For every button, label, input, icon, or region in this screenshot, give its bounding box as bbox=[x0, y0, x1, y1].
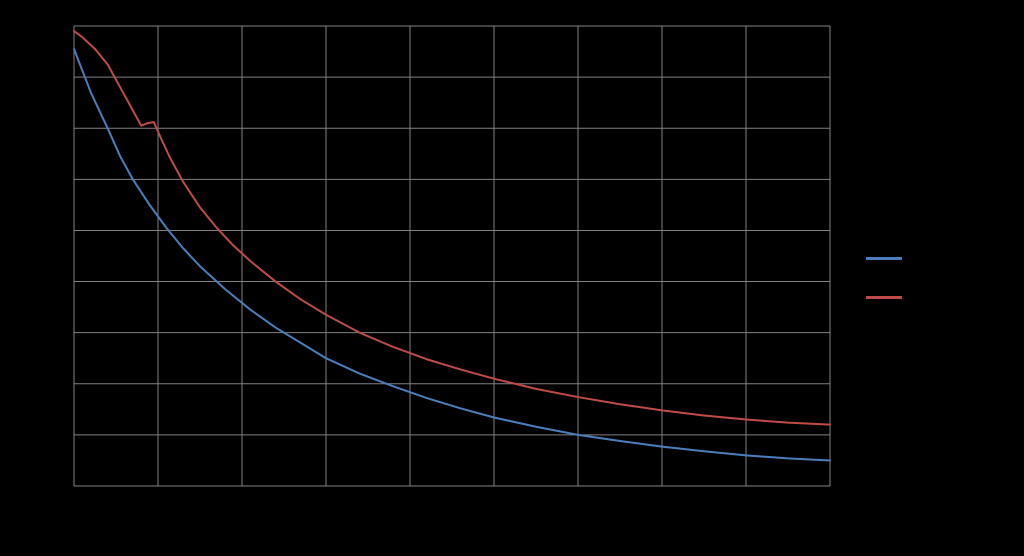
legend bbox=[866, 0, 1006, 556]
legend-item-series-1 bbox=[866, 257, 1006, 260]
legend-swatch bbox=[866, 296, 902, 299]
legend-swatch bbox=[866, 257, 902, 260]
legend-item-series-2 bbox=[866, 296, 1006, 299]
